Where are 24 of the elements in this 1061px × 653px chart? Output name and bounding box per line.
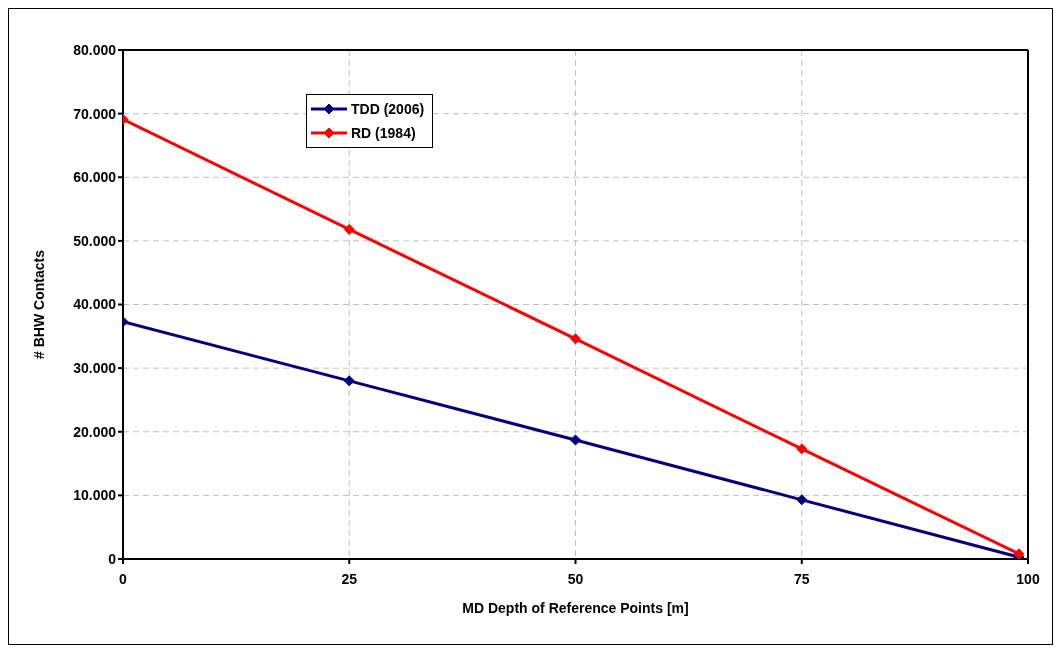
point	[570, 333, 581, 345]
point	[343, 375, 355, 387]
y-tick-label: 60.000	[73, 169, 117, 186]
y-tick-label: 80.000	[73, 41, 117, 58]
y-tick-label: 20.000	[73, 423, 117, 440]
y-tick-label: 30.000	[73, 360, 117, 377]
y-tick-label: 10.000	[73, 487, 117, 504]
point	[796, 443, 808, 455]
y-tick-label: 50.000	[73, 232, 117, 249]
x-axis-title: MD Depth of Reference Points [m]	[462, 600, 689, 616]
point	[343, 223, 355, 235]
x-tick-label: 50	[567, 570, 584, 587]
x-tick-label: 100	[1016, 570, 1040, 587]
point	[796, 494, 808, 506]
y-axis-title: # BHW Contacts	[30, 249, 47, 359]
legend-label: TDD (2006)	[351, 101, 425, 117]
y-tick-label: 0	[108, 550, 117, 567]
x-tick-label: 75	[793, 570, 810, 587]
legend-label: RD (1984)	[351, 125, 416, 141]
point	[570, 434, 581, 446]
y-tick-label: 70.000	[73, 105, 117, 122]
y-tick-label: 40.000	[73, 296, 117, 313]
x-tick-label: 0	[119, 570, 128, 587]
x-tick-label: 25	[341, 570, 358, 587]
